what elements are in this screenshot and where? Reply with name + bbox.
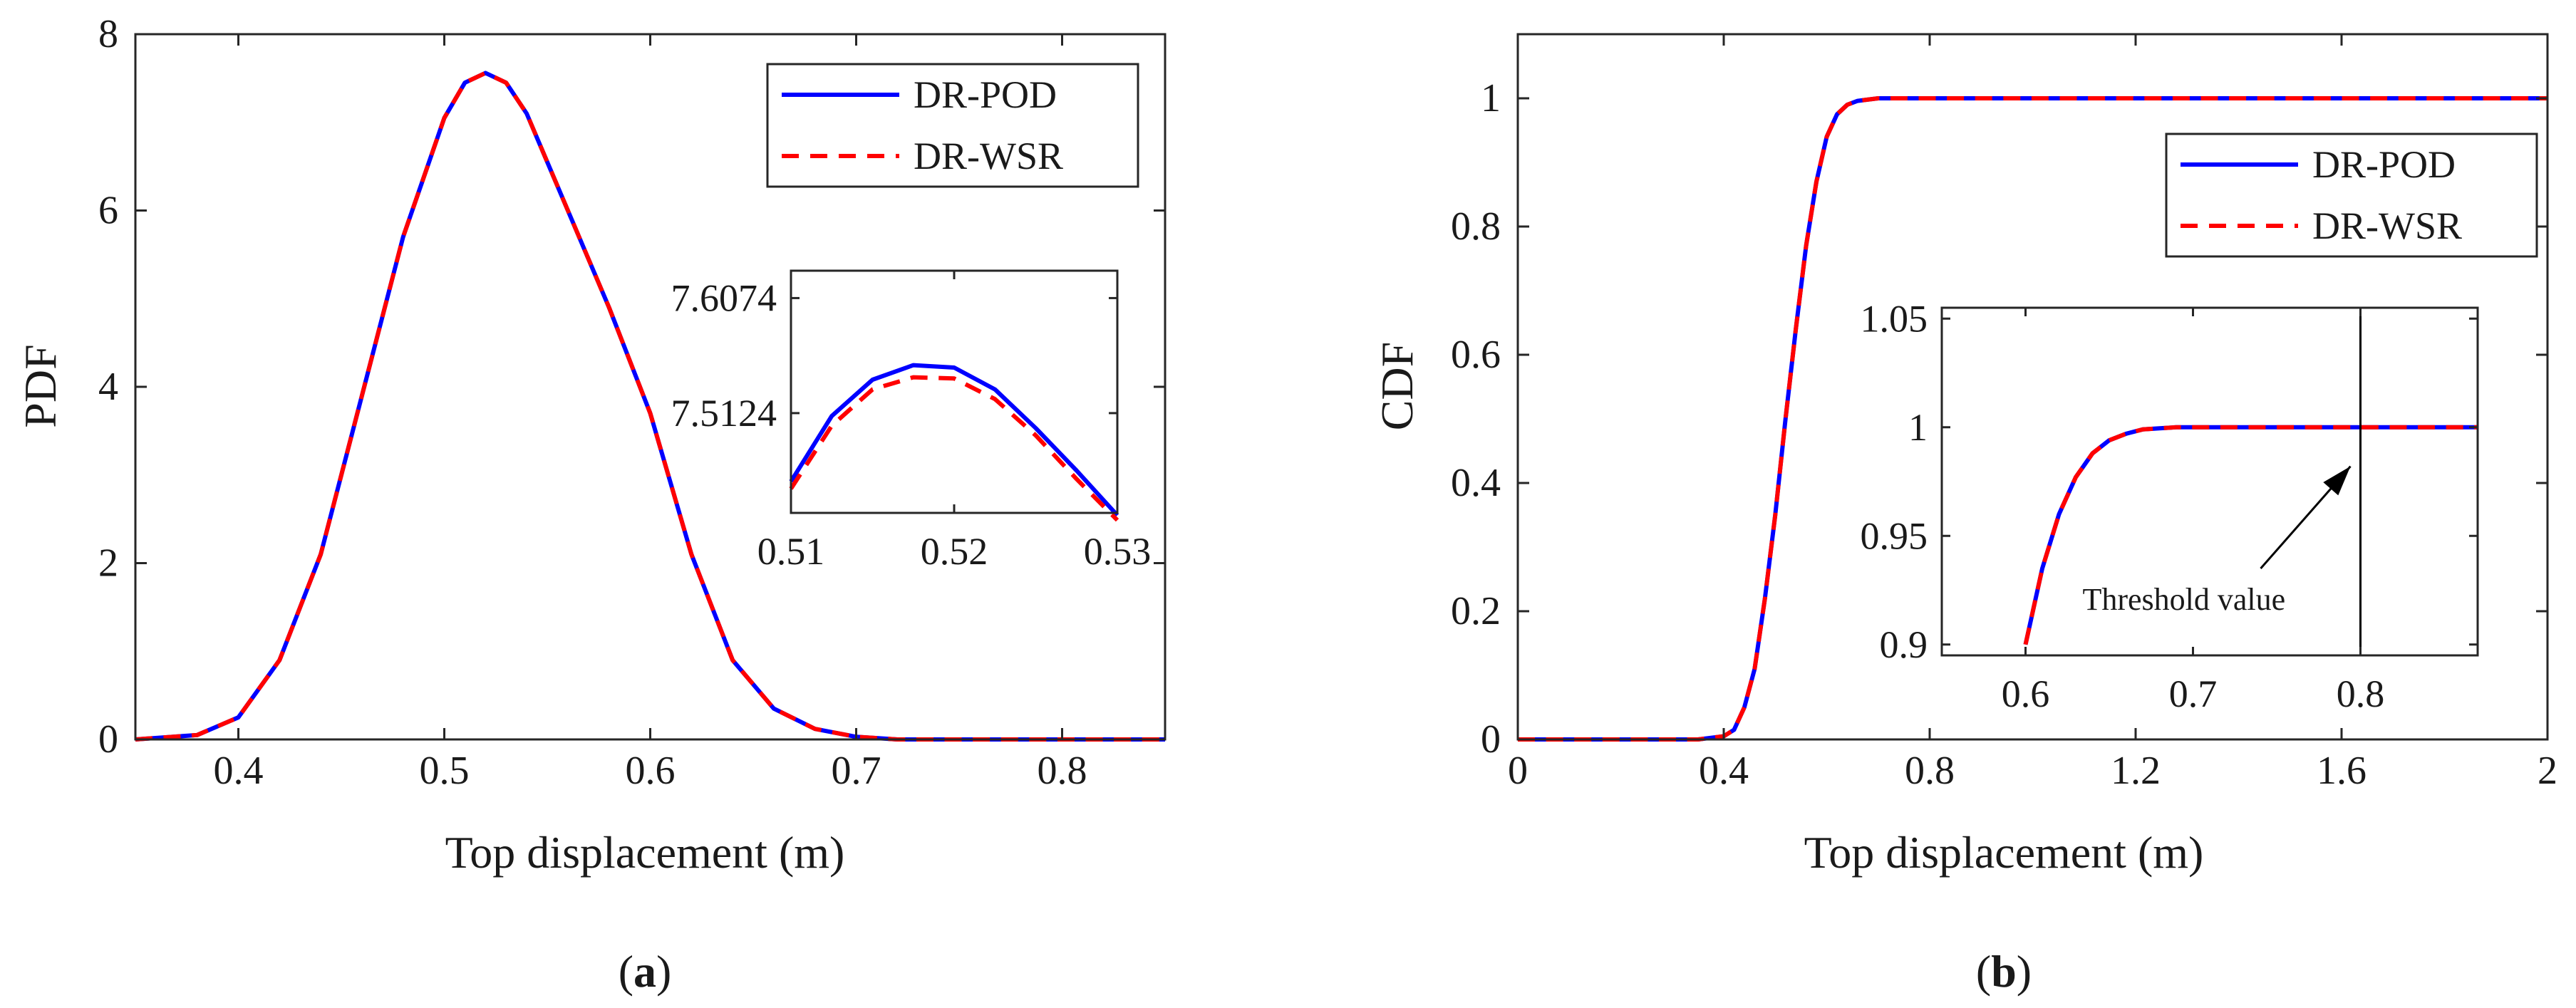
panel-a-x-tick-label: 0.4	[214, 749, 264, 793]
panel-b-legend-label-dr-pod: DR-POD	[2312, 143, 2456, 186]
panel-b-y-tick-label: 0.6	[1451, 333, 1501, 377]
panel-b-frame	[1516, 33, 2549, 741]
panel-b-inset-y-tick-label: 1	[1908, 406, 1928, 449]
panel-b-inset-y-tick-label: 0.9	[1880, 623, 1928, 666]
panel-a-x-axis-label: Top displacement (m)	[445, 827, 845, 878]
panel-a-legend-label-dr-pod: DR-POD	[914, 73, 1057, 116]
panel-b-y-axis-label: CDF	[1372, 342, 1422, 431]
panel-b-y-tick-label: 0.8	[1451, 204, 1501, 249]
panel-b-inset-frame	[1940, 306, 2479, 657]
panel-a-y-tick-label: 2	[98, 541, 118, 586]
panel-b-legend-label-dr-wsr: DR-WSR	[2312, 204, 2462, 247]
panel-b-x-tick-label: 0	[1508, 749, 1528, 793]
panel-a-inset-y-tick-label: 7.6074	[671, 276, 777, 319]
panel-b-chart: CDF Top displacement (m) (b) 0 0.4 0.8 1.2 1…	[1372, 33, 2557, 997]
panel-a-x-tick-label: 0.7	[832, 749, 881, 793]
panel-b-inset-series-dr-wsr-line	[2023, 425, 2478, 645]
panel-b-inset-y-tick-label: 1.05	[1861, 297, 1928, 340]
panel-a-inset-background	[791, 271, 1117, 513]
panel-a-y-tick-label: 8	[98, 12, 118, 56]
panel-a-inset-x-tick-label: 0.53	[1084, 530, 1152, 573]
panel-a-series-dr-wsr-line	[135, 71, 1165, 742]
panel-b-inset-annotation-arrow-head	[2323, 466, 2351, 496]
panel-b-x-tick-label: 1.6	[2317, 749, 2366, 793]
panel-b-legend-box	[2165, 133, 2538, 258]
panel-b-inset-y-tick-label: 0.95	[1861, 514, 1928, 557]
panel-b-x-tick-label: 0.4	[1699, 749, 1749, 793]
panel-a-inset-series-dr-wsr-line	[789, 375, 1119, 522]
panel-a-caption: (a)	[619, 946, 672, 997]
panel-b-x-axis-label: Top displacement (m)	[1804, 827, 2204, 878]
panel-a-x-tick-label: 0.6	[626, 749, 676, 793]
panel-a-inset-x-tick-label: 0.52	[921, 530, 988, 573]
panel-b-inset-x-tick-label: 0.8	[2337, 672, 2385, 715]
panel-b-inset-x-tick-label: 0.7	[2169, 672, 2218, 715]
panel-a-chart: PDF Top displacement (m) (a) 0.4 0.5 0.6 0.…	[15, 12, 1167, 997]
panel-b-inset-background	[1942, 308, 2478, 655]
panel-b-y-tick-label: 1	[1481, 76, 1501, 120]
panel-a-legend-box	[766, 63, 1139, 188]
panel-b-series-dr-wsr-line	[1518, 96, 2547, 742]
panel-b-inset-annotation-label: Threshold value	[2083, 582, 2286, 617]
panel-a-y-axis-label: PDF	[15, 344, 66, 427]
panel-b-inset-x-tick-label: 0.6	[2002, 672, 2050, 715]
panel-a-legend-label-dr-wsr: DR-WSR	[914, 135, 1063, 177]
panel-b-x-tick-label: 0.8	[1905, 749, 1955, 793]
panel-a-y-tick-label: 4	[98, 365, 118, 409]
panel-a-y-tick-label: 0	[98, 717, 118, 762]
panel-a-x-tick-label: 0.5	[420, 749, 470, 793]
panel-a-inset-x-tick-label: 0.51	[757, 530, 825, 573]
panel-a-inset-series-dr-pod-line	[789, 363, 1119, 517]
panel-a-x-tick-label: 0.8	[1038, 749, 1087, 793]
panel-b-x-tick-label: 2	[2538, 749, 2557, 793]
panel-b-caption: (b)	[1976, 946, 2032, 997]
panel-b-y-tick-label: 0	[1481, 717, 1501, 762]
panel-b-x-tick-label: 1.2	[2111, 749, 2161, 793]
panel-b-y-tick-label: 0.2	[1451, 589, 1501, 633]
panel-a-inset-y-tick-label: 7.5124	[671, 392, 777, 435]
panel-b-y-tick-label: 0.4	[1451, 461, 1501, 505]
panel-a-y-tick-label: 6	[98, 189, 118, 233]
